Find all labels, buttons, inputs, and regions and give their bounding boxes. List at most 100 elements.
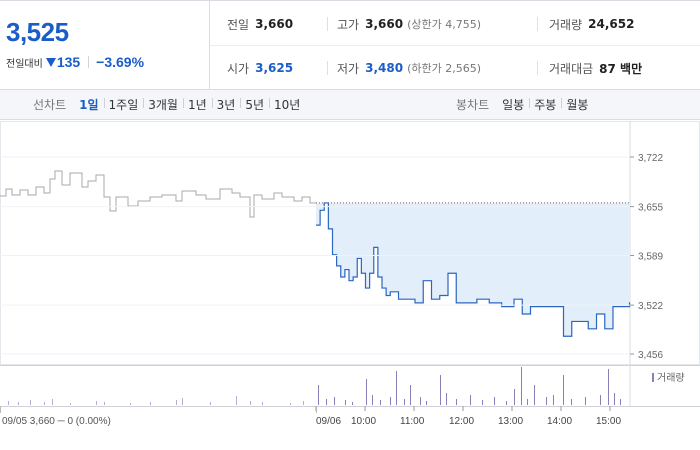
x-tick-label: 10:00 xyxy=(351,416,376,427)
x-tick-label: 15:00 xyxy=(596,416,621,427)
volume-bar xyxy=(182,398,183,405)
down-arrow-icon xyxy=(45,57,56,67)
volume-bar xyxy=(52,399,53,405)
volume-bar xyxy=(318,385,319,405)
current-price-box: 3,525 전일대비 135 −3.69% xyxy=(0,1,210,90)
volume-bar xyxy=(262,402,263,405)
prev-day-caption: 09/05 3,660 ─ 0 (0.00%) xyxy=(2,416,111,427)
y-axis: 3,722 3,655 3,589 3,522 3,456 xyxy=(0,153,663,361)
summary-divider xyxy=(537,17,538,31)
tab-1week[interactable]: 1주일 xyxy=(103,96,144,113)
volume-bar xyxy=(546,397,547,405)
volume-bar xyxy=(404,399,405,405)
tab-weekly-candle[interactable]: 주봉 xyxy=(529,96,561,113)
prev-close-label: 전일 xyxy=(227,17,250,32)
volume-bar xyxy=(380,400,381,405)
summary-divider xyxy=(327,61,328,75)
volume-bar xyxy=(470,395,471,405)
high-label: 고가 xyxy=(337,17,360,32)
prev-close: 전일 3,660 xyxy=(227,16,293,32)
volume-bar xyxy=(44,402,45,405)
volume-bar xyxy=(534,385,535,405)
volume-bar xyxy=(104,402,105,405)
tab-3months[interactable]: 3개월 xyxy=(143,96,183,113)
volume-bar xyxy=(440,375,441,405)
volume-label: 거래량 xyxy=(549,17,583,32)
tab-1year[interactable]: 1년 xyxy=(182,96,212,113)
volume-bar xyxy=(303,401,304,405)
volume-bars xyxy=(8,367,621,405)
y-tick-label: 3,722 xyxy=(638,153,663,164)
candle-chart-tabs: 봉차트 일봉 주봉 월봉 xyxy=(456,90,593,119)
open-label: 시가 xyxy=(227,61,250,76)
summary-row-divider xyxy=(210,45,700,46)
y-tick-label: 3,655 xyxy=(638,203,663,214)
volume-bar xyxy=(250,401,251,405)
volume-bar xyxy=(420,397,421,405)
price-summary: 3,525 전일대비 135 −3.69% 전일 3,660 고가 3,660 … xyxy=(0,0,700,90)
volume-bar xyxy=(600,395,601,405)
x-tick-label: 09/06 xyxy=(316,416,341,427)
chart-period-tabbar: 선차트 1일 1주일 3개월 1년 3년 5년 10년 봉차트 일봉 주봉 월봉 xyxy=(0,90,700,120)
volume-bar xyxy=(482,400,483,405)
volume-bar xyxy=(426,401,427,405)
upper-limit: (상한가 4,755) xyxy=(407,18,481,31)
chart-svg: 3,722 3,655 3,589 3,522 3,456 거래량 09/06 10:00… xyxy=(0,121,700,427)
low-price: 저가 3,480 (하한가 2,565) xyxy=(337,60,481,76)
tab-3years[interactable]: 3년 xyxy=(211,96,241,113)
volume-legend-swatch xyxy=(652,373,654,382)
x-tick-label: 13:00 xyxy=(498,416,523,427)
volume-bar xyxy=(96,401,97,405)
low-label: 저가 xyxy=(337,61,360,76)
summary-divider xyxy=(327,17,328,31)
volume-legend-text: 거래량 xyxy=(657,372,685,384)
volume-bar xyxy=(334,397,335,405)
lower-limit: (하한가 2,565) xyxy=(407,62,481,75)
tab-1day[interactable]: 1일 xyxy=(79,98,99,112)
today-price-line xyxy=(316,202,631,337)
open-value: 3,625 xyxy=(255,61,294,75)
tab-10years[interactable]: 10년 xyxy=(269,96,305,113)
volume-bar xyxy=(150,402,151,405)
volume-bar xyxy=(410,385,411,405)
y-tick-label: 3,589 xyxy=(638,252,663,263)
volume-bar xyxy=(456,399,457,405)
volume-bar xyxy=(563,375,564,405)
high-value: 3,660 xyxy=(365,17,404,31)
volume-bar xyxy=(614,393,615,405)
change-percent: −3.69% xyxy=(96,54,145,70)
change-label: 전일대비 xyxy=(6,58,43,70)
volume-bar xyxy=(8,401,9,405)
volume-bar xyxy=(521,367,522,405)
today-price-area xyxy=(316,202,630,337)
volume-bar xyxy=(366,379,367,405)
volume-bar xyxy=(506,401,507,405)
volume-legend: 거래량 xyxy=(652,372,685,384)
line-chart-label: 선차트 xyxy=(33,98,67,112)
volume-bar xyxy=(130,403,131,405)
current-price: 3,525 xyxy=(6,17,69,47)
volume-bar xyxy=(390,397,391,405)
volume-bar xyxy=(176,400,177,405)
high-price: 고가 3,660 (상한가 4,755) xyxy=(337,16,481,32)
x-tick-label: 12:00 xyxy=(449,416,474,427)
volume-bar xyxy=(446,393,447,405)
tab-5years[interactable]: 5년 xyxy=(240,96,269,113)
volume-value: 24,652 xyxy=(588,17,635,31)
volume-bar xyxy=(372,395,373,405)
change-row: 전일대비 135 −3.69% xyxy=(6,54,144,70)
volume-bar xyxy=(527,399,528,405)
change-value: 135 xyxy=(56,54,81,70)
volume-bar xyxy=(620,399,621,405)
x-tick-label: 14:00 xyxy=(547,416,572,427)
trade-value-value: 87 백만 xyxy=(599,61,643,76)
line-chart-tabs: 선차트 1일 1주일 3개월 1년 3년 5년 10년 xyxy=(33,90,305,119)
volume-bar xyxy=(70,403,71,405)
prev-close-value: 3,660 xyxy=(255,17,294,31)
volume-bar xyxy=(18,402,19,405)
tab-monthly-candle[interactable]: 월봉 xyxy=(561,96,593,113)
volume-bar xyxy=(396,371,397,405)
tab-daily-candle[interactable]: 일봉 xyxy=(502,98,525,112)
open-price: 시가 3,625 xyxy=(227,60,293,76)
volume-bar xyxy=(326,399,327,405)
